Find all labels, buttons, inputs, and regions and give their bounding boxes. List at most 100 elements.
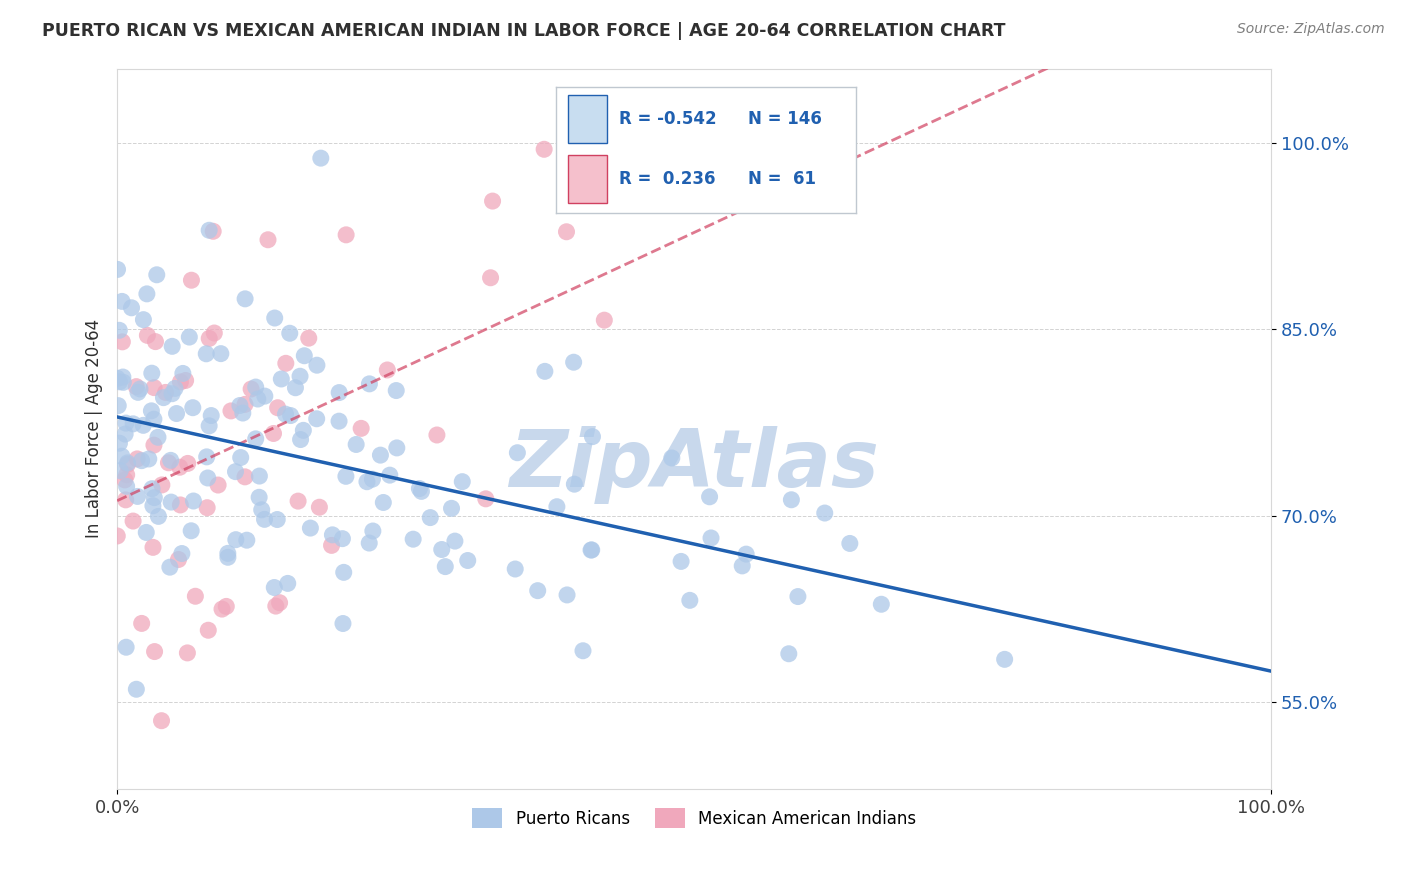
Point xyxy=(215,599,238,614)
Point xyxy=(183,494,205,508)
Point xyxy=(179,330,201,344)
Point xyxy=(146,268,169,282)
Point xyxy=(112,376,135,390)
Point xyxy=(247,491,270,505)
Point xyxy=(266,401,288,415)
Point xyxy=(581,542,603,557)
Point xyxy=(838,536,860,550)
Point xyxy=(200,409,222,423)
Point xyxy=(350,421,373,435)
Point xyxy=(593,313,616,327)
Point xyxy=(233,292,256,306)
Point xyxy=(108,436,131,450)
Point xyxy=(731,558,754,573)
Point xyxy=(115,416,138,430)
Point xyxy=(444,534,467,549)
Point xyxy=(146,430,169,444)
Point xyxy=(211,602,233,616)
Point xyxy=(142,438,165,452)
Text: Source: ZipAtlas.com: Source: ZipAtlas.com xyxy=(1237,22,1385,37)
Point xyxy=(278,326,301,341)
Point xyxy=(344,437,367,451)
Point xyxy=(240,382,263,396)
Point xyxy=(132,312,155,326)
Point xyxy=(274,356,297,370)
Point xyxy=(299,521,322,535)
Point xyxy=(170,547,193,561)
Point xyxy=(305,358,328,372)
Point xyxy=(142,412,165,426)
Point xyxy=(131,616,153,631)
Point xyxy=(202,326,225,340)
Point xyxy=(135,525,157,540)
Point xyxy=(359,376,381,391)
Point xyxy=(457,553,479,567)
Point xyxy=(269,596,291,610)
Point xyxy=(127,490,149,504)
Point xyxy=(787,590,810,604)
Point xyxy=(253,512,276,526)
Point xyxy=(411,484,433,499)
Point xyxy=(152,391,174,405)
Point xyxy=(107,399,129,413)
Point xyxy=(290,433,312,447)
Point xyxy=(370,448,392,462)
Point xyxy=(111,449,134,463)
Point xyxy=(114,427,136,442)
Point xyxy=(202,224,225,238)
Point xyxy=(555,588,578,602)
Point xyxy=(250,503,273,517)
Point xyxy=(169,460,191,475)
Point xyxy=(233,470,256,484)
Point xyxy=(309,151,332,165)
Point xyxy=(661,450,683,465)
Text: ZipAtlas: ZipAtlas xyxy=(509,425,879,504)
Point xyxy=(180,273,202,287)
Point xyxy=(572,644,595,658)
Point xyxy=(111,294,134,309)
Point xyxy=(408,482,430,496)
Point xyxy=(266,512,288,526)
Point xyxy=(159,453,181,467)
Point xyxy=(125,379,148,393)
Point xyxy=(160,386,183,401)
Point xyxy=(125,682,148,697)
Point xyxy=(434,559,457,574)
Point xyxy=(195,500,218,515)
Point xyxy=(506,446,529,460)
Point xyxy=(111,334,134,349)
Point xyxy=(564,477,586,491)
Point xyxy=(184,589,207,603)
Point xyxy=(150,714,173,728)
Point xyxy=(533,142,555,156)
Point xyxy=(115,467,138,482)
Point xyxy=(138,452,160,467)
Point xyxy=(288,369,311,384)
Point xyxy=(121,301,143,315)
Point xyxy=(163,381,186,395)
Point xyxy=(284,381,307,395)
Point xyxy=(207,478,229,492)
Point xyxy=(141,482,163,496)
Point xyxy=(385,384,408,398)
Point xyxy=(225,533,247,547)
Point xyxy=(160,339,183,353)
Point xyxy=(526,583,548,598)
Point xyxy=(198,331,221,345)
Point xyxy=(195,450,218,464)
Point xyxy=(581,429,603,443)
Point xyxy=(555,225,578,239)
Point xyxy=(361,472,384,486)
Point xyxy=(167,552,190,566)
Point xyxy=(160,495,183,509)
Point xyxy=(277,576,299,591)
Point xyxy=(174,374,197,388)
Point xyxy=(108,375,131,389)
Point xyxy=(298,331,321,345)
Point xyxy=(356,475,378,489)
Point xyxy=(142,499,165,513)
Point xyxy=(332,616,354,631)
Point xyxy=(111,370,134,384)
Point xyxy=(159,560,181,574)
Point xyxy=(287,494,309,508)
